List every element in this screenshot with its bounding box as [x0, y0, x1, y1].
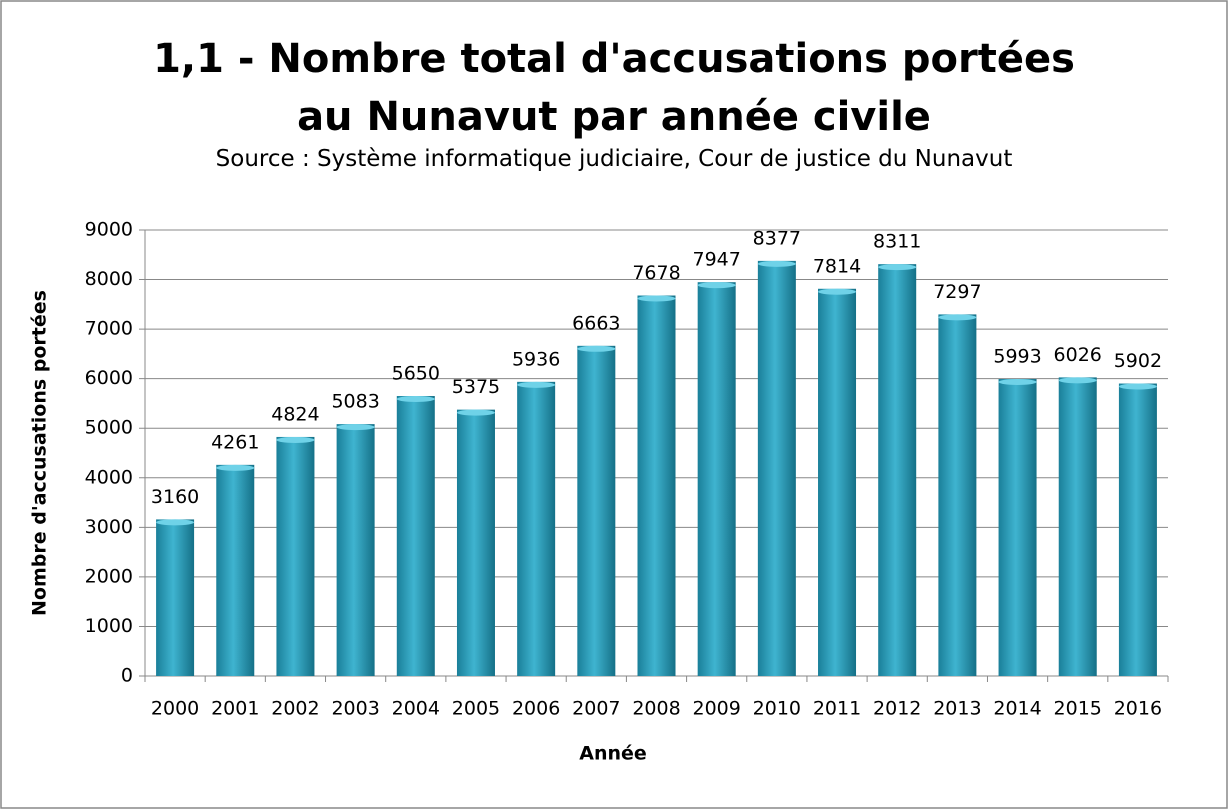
y-tick-label: 1000 [85, 615, 133, 637]
y-tick-label: 6000 [85, 367, 133, 389]
bar-cap [336, 424, 375, 431]
data-label: 8377 [753, 227, 801, 249]
bar [757, 260, 796, 676]
x-tick-label: 2001 [211, 698, 259, 720]
y-tick-label: 0 [121, 665, 133, 687]
bar-cap [577, 345, 616, 352]
chart-subtitle: Source : Système informatique judiciaire… [215, 146, 1013, 172]
bar [456, 409, 495, 676]
x-tick-label: 2002 [271, 698, 319, 720]
y-tick-label: 8000 [85, 268, 133, 290]
bar-cap [456, 409, 495, 416]
x-tick-label: 2015 [1054, 698, 1102, 720]
bar-cap [156, 519, 195, 526]
data-label: 3160 [151, 486, 199, 508]
data-label: 4824 [271, 403, 319, 425]
x-tick-label: 2007 [572, 698, 620, 720]
x-tick-label: 2013 [933, 698, 981, 720]
bar [998, 379, 1037, 676]
x-tick-label: 2010 [753, 698, 801, 720]
bar [878, 264, 917, 676]
x-tick-label: 2012 [873, 698, 921, 720]
x-tick-label: 2005 [452, 698, 500, 720]
y-tick-label: 7000 [85, 318, 133, 340]
data-label: 7947 [692, 249, 740, 271]
y-tick-label: 5000 [85, 417, 133, 439]
bar [818, 288, 857, 676]
bar [577, 345, 616, 676]
x-axis-label: Année [579, 743, 647, 765]
x-tick-label: 2000 [151, 698, 199, 720]
bar-cap [938, 314, 977, 321]
data-label: 5902 [1114, 350, 1162, 372]
bar-cap [757, 260, 796, 267]
bar-cap [517, 381, 556, 388]
bar-cap [396, 396, 435, 403]
bar [1058, 377, 1097, 676]
bar [637, 295, 676, 676]
y-tick-label: 3000 [85, 516, 133, 538]
data-label: 7297 [933, 281, 981, 303]
x-tick-label: 2016 [1114, 698, 1162, 720]
bar [396, 396, 435, 676]
bar-cap [878, 264, 917, 271]
bar-cap [1058, 377, 1097, 384]
x-tick-label: 2003 [331, 698, 379, 720]
data-label: 5083 [331, 391, 379, 413]
data-label: 6663 [572, 312, 620, 334]
y-axis-label: Nombre d'accusations portées [29, 290, 51, 616]
chart-title: 1,1 - Nombre total d'accusations portées… [153, 36, 1075, 140]
x-tick-label: 2008 [632, 698, 680, 720]
bar [216, 464, 255, 676]
data-label: 7678 [632, 262, 680, 284]
data-label: 8311 [873, 231, 921, 253]
bar-cap [216, 464, 255, 471]
bar-cap [998, 379, 1037, 386]
bar [1118, 383, 1157, 676]
bar [156, 519, 195, 676]
data-label: 5375 [452, 376, 500, 398]
x-tick-label: 2014 [993, 698, 1041, 720]
x-tick-label: 2009 [692, 698, 740, 720]
bar [517, 381, 556, 676]
data-label: 5650 [392, 363, 440, 385]
bar-cap [637, 295, 676, 302]
bar [938, 314, 977, 676]
bar-cap [818, 288, 857, 295]
data-label: 5993 [993, 346, 1041, 368]
x-tick-label: 2004 [392, 698, 440, 720]
bar-cap [1118, 383, 1157, 390]
bar-cap [697, 282, 736, 289]
y-tick-label: 4000 [85, 466, 133, 488]
y-tick-label: 2000 [85, 565, 133, 587]
x-tick-label: 2011 [813, 698, 861, 720]
bar [276, 436, 315, 676]
data-label: 6026 [1054, 344, 1102, 366]
data-label: 4261 [211, 431, 259, 453]
bar [336, 424, 375, 676]
bar [697, 282, 736, 676]
x-tick-label: 2006 [512, 698, 560, 720]
data-label: 7814 [813, 255, 861, 277]
bar-cap [276, 436, 315, 443]
data-label: 5936 [512, 348, 560, 370]
y-tick-label: 9000 [85, 219, 133, 241]
